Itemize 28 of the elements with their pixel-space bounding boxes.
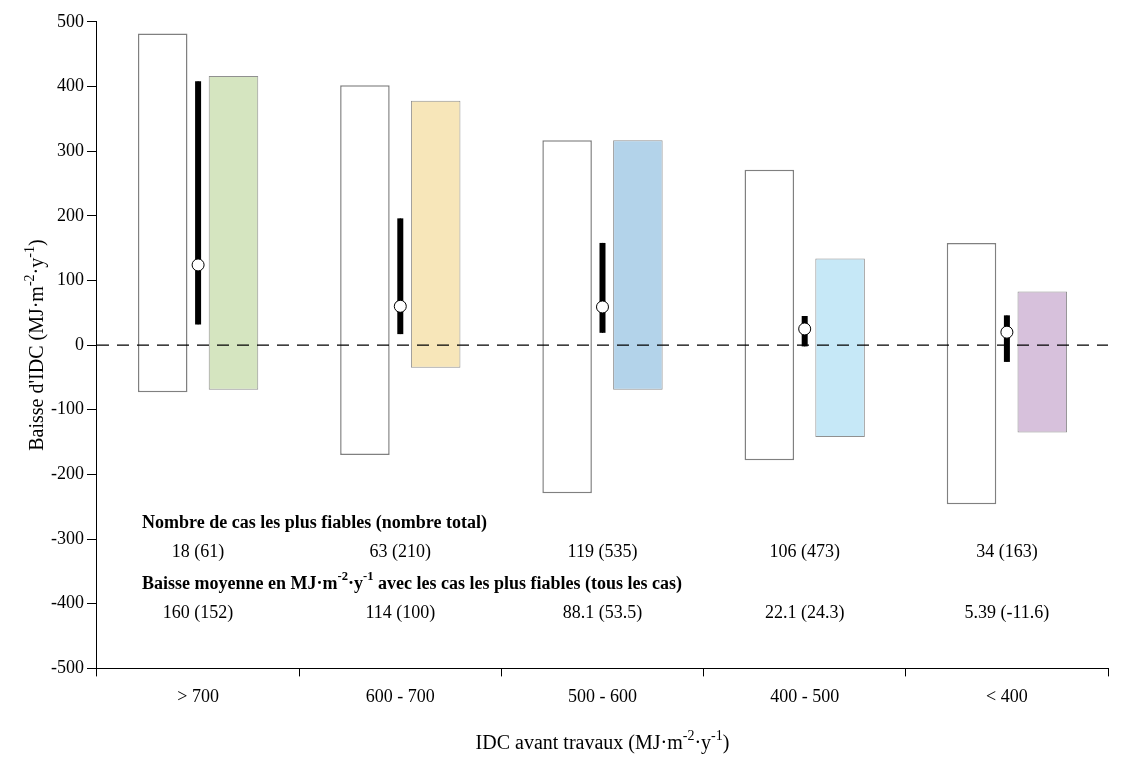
annotation: 63 (210): [369, 540, 432, 562]
y-tick-label: -100: [50, 398, 84, 419]
y-tick-label: -400: [50, 592, 84, 613]
x-tick-label: 600 - 700: [365, 685, 435, 706]
annotation: 160 (152): [162, 602, 234, 624]
y-tick-label: 400: [56, 75, 84, 96]
x-tick-label: < 400: [986, 685, 1028, 706]
x-tick-label: > 700: [177, 685, 219, 706]
y-tick-label: 0: [74, 333, 84, 354]
annotation: 106 (473): [769, 540, 840, 562]
y-tick-label: 500: [56, 10, 84, 31]
y-tick-label: -200: [50, 463, 84, 484]
y-axis-title: Baisse d'IDC (MJ·m-2·y-1): [21, 239, 49, 451]
y-tick-label: 300: [56, 139, 84, 160]
y-tick-label: -500: [50, 657, 84, 678]
annotation: 88.1 (53.5): [562, 602, 643, 624]
annotation: 5.39 (-11.6): [964, 602, 1050, 624]
y-tick-label: 100: [56, 269, 84, 290]
annotation: 18 (61): [171, 540, 225, 562]
annotation: 114 (100): [365, 602, 436, 624]
annotation: 34 (163): [976, 540, 1038, 562]
annotation: 119 (535): [567, 540, 638, 562]
annotation: 22.1 (24.3): [764, 602, 845, 624]
x-tick-label: 400 - 500: [770, 685, 840, 706]
annotation: Nombre de cas les plus fiables (nombre total): [142, 511, 487, 533]
y-tick-label: 200: [56, 204, 84, 225]
y-tick-label: -300: [50, 527, 84, 548]
x-tick-label: 500 - 600: [568, 685, 637, 706]
